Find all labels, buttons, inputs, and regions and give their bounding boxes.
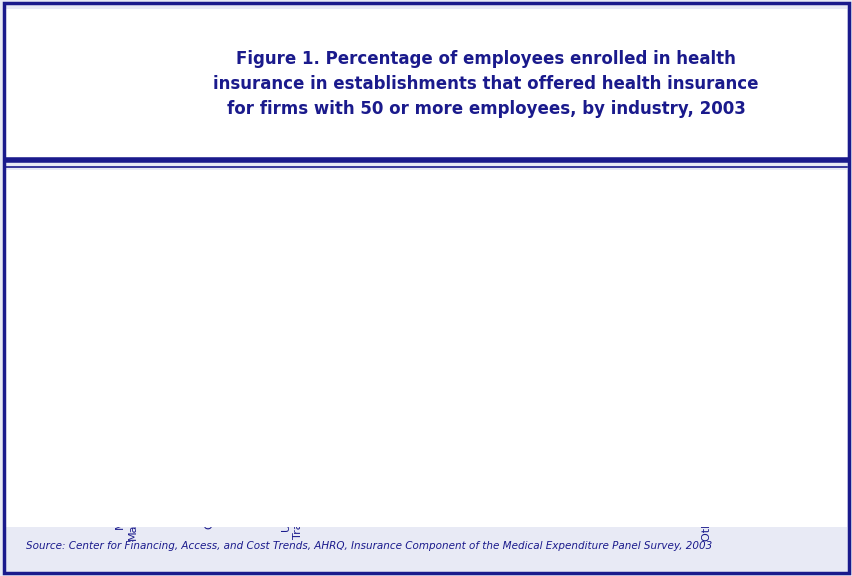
Bar	[432, 248, 484, 449]
Text: 76.8: 76.8	[442, 231, 474, 244]
Bar	[515, 320, 567, 449]
Bar	[184, 285, 235, 449]
Text: 40.5: 40.5	[691, 326, 722, 339]
Text: HHS: HHS	[41, 126, 58, 132]
Text: 72.0: 72.0	[277, 244, 308, 257]
Text: 62.7: 62.7	[194, 268, 225, 281]
Bar	[763, 283, 815, 449]
Text: 63.5: 63.5	[774, 266, 804, 279]
Bar	[267, 260, 318, 449]
Bar	[101, 236, 153, 449]
Text: ✦: ✦	[37, 53, 62, 82]
Text: 49.3: 49.3	[526, 303, 556, 316]
Text: Source: Center for Financing, Access, and Cost Trends, AHRQ, Insurance Component: Source: Center for Financing, Access, an…	[26, 541, 711, 551]
Y-axis label: Percent: Percent	[36, 292, 49, 344]
Bar	[681, 343, 732, 449]
Text: Advancing
Excellence in
Health Care: Advancing Excellence in Health Care	[112, 86, 171, 119]
Bar	[598, 272, 649, 449]
Text: 67.7: 67.7	[608, 255, 639, 268]
Bar	[349, 243, 400, 449]
Text: 81.5: 81.5	[112, 219, 142, 232]
Text: 78.7: 78.7	[360, 226, 390, 239]
Text: Figure 1. Percentage of employees enrolled in health
insurance in establishments: Figure 1. Percentage of employees enroll…	[213, 50, 758, 118]
Text: AHRQ: AHRQ	[106, 38, 177, 58]
